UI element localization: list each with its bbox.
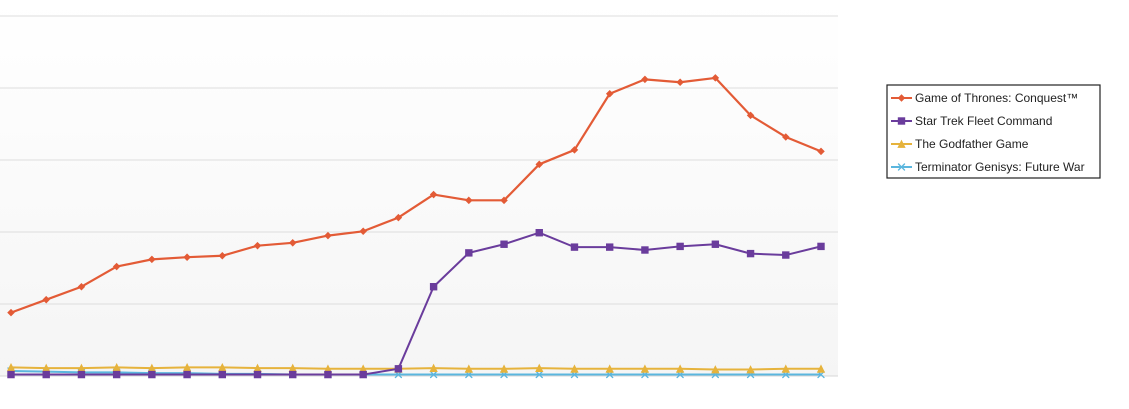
data-point-star-trek-fleet-command-24: [817, 242, 825, 251]
data-point-the-godfather-game-4: [112, 362, 121, 372]
data-point-star-trek-fleet-command-6: [183, 370, 191, 379]
data-point-game-of-thrones-conquest-20: [676, 78, 684, 87]
data-point-the-godfather-game-15: [499, 364, 509, 373]
legend-label-terminator: Terminator Genisys: Future War: [915, 160, 1085, 174]
data-point-star-trek-fleet-command-16: [535, 229, 543, 237]
data-point-game-of-thrones-conquest-23: [782, 133, 790, 141]
data-point-game-of-thrones-conquest-7: [218, 251, 227, 260]
data-point-game-of-thrones-conquest-18: [605, 89, 614, 98]
data-point-game-of-thrones-conquest-13: [429, 190, 438, 199]
data-point-game-of-thrones-conquest-24: [817, 147, 825, 156]
data-point-star-trek-fleet-command-23: [782, 251, 790, 259]
data-point-star-trek-fleet-command-11: [359, 370, 367, 379]
data-point-star-trek-fleet-command-1: [7, 370, 15, 379]
data-point-game-of-thrones-conquest-11: [359, 227, 367, 236]
data-point-game-of-thrones-conquest-3: [77, 282, 86, 291]
data-point-star-trek-fleet-command-15: [500, 240, 508, 248]
data-point-the-godfather-game-24: [816, 364, 826, 373]
legend-label-game-of-thrones: Game of Thrones: Conquest™: [915, 91, 1078, 105]
data-point-the-godfather-game-16: [535, 363, 544, 372]
data-point-the-godfather-game-19: [640, 364, 650, 373]
data-point-game-of-thrones-conquest-17: [570, 146, 579, 154]
series-star-trek-fleet-command: [7, 229, 825, 379]
data-point-terminator-genisys-future-war-13: [429, 370, 438, 379]
data-point-star-trek-fleet-command-14: [465, 249, 473, 257]
data-point-the-godfather-game-22: [746, 365, 755, 374]
data-point-star-trek-fleet-command-2: [42, 370, 50, 379]
data-point-star-trek-fleet-command-19: [641, 246, 649, 254]
data-point-the-godfather-game-17: [570, 364, 579, 373]
series-group: [6, 74, 826, 379]
data-point-star-trek-fleet-command-8: [253, 370, 262, 379]
legend-label-godfather: The Godfather Game: [915, 137, 1029, 151]
legend-marker-the-godfather-game: [897, 139, 906, 148]
data-point-star-trek-fleet-command-17: [570, 243, 579, 251]
legend-marker-terminator-genisys-future-war: [897, 163, 906, 171]
plot-area-background: [0, 0, 838, 376]
data-point-game-of-thrones-conquest-12: [394, 213, 403, 222]
series-line-game-of-thrones-conquest: [9, 76, 823, 314]
legend-item-game-of-thrones: Game of Thrones: Conquest™: [891, 91, 1078, 105]
data-point-game-of-thrones-conquest-22: [746, 111, 755, 120]
data-point-game-of-thrones-conquest-5: [148, 255, 156, 264]
data-point-terminator-genisys-future-war-16: [535, 370, 543, 379]
data-point-the-godfather-game-1: [6, 362, 16, 372]
data-point-star-trek-fleet-command-18: [605, 243, 614, 251]
data-point-the-godfather-game-20: [675, 364, 685, 373]
legend-item-terminator: Terminator Genisys: Future War: [891, 160, 1085, 174]
data-point-star-trek-fleet-command-21: [711, 240, 720, 248]
data-point-game-of-thrones-conquest-2: [42, 295, 50, 304]
data-point-star-trek-fleet-command-9: [289, 370, 297, 379]
data-point-game-of-thrones-conquest-9: [288, 239, 297, 247]
data-point-the-godfather-game-14: [464, 364, 473, 373]
data-point-game-of-thrones-conquest-16: [535, 160, 544, 169]
data-point-game-of-thrones-conquest-14: [465, 196, 473, 205]
series-game-of-thrones-conquest: [7, 74, 825, 317]
legend: Game of Thrones: Conquest™ Star Trek Fle…: [886, 84, 1101, 179]
data-point-game-of-thrones-conquest-8: [253, 241, 262, 250]
data-point-star-trek-fleet-command-12: [394, 365, 403, 373]
data-point-the-godfather-game-18: [605, 364, 614, 373]
series-line-star-trek-fleet-command: [10, 231, 822, 376]
data-point-game-of-thrones-conquest-19: [641, 75, 649, 84]
legend-frame: [886, 84, 1101, 179]
series-line-terminator-genisys-future-war: [10, 369, 822, 376]
data-point-the-godfather-game-13: [429, 363, 438, 372]
data-point-star-trek-fleet-command-20: [676, 242, 684, 251]
data-point-the-godfather-game-23: [781, 364, 790, 373]
data-point-star-trek-fleet-command-5: [148, 370, 156, 379]
data-point-the-godfather-game-6: [182, 362, 192, 372]
legend-item-star-trek: Star Trek Fleet Command: [891, 114, 1052, 128]
legend-marker-star-trek-fleet-command: [897, 117, 906, 125]
data-point-star-trek-fleet-command-4: [112, 370, 121, 379]
data-point-star-trek-fleet-command-3: [77, 370, 86, 379]
series-line-the-godfather-game: [10, 366, 822, 371]
data-point-game-of-thrones-conquest-21: [711, 74, 720, 82]
data-point-game-of-thrones-conquest-1: [7, 308, 15, 317]
data-point-the-godfather-game-7: [218, 362, 227, 372]
legend-marker-game-of-thrones-conquest: [897, 94, 906, 102]
data-point-the-godfather-game-21: [711, 365, 720, 374]
data-point-star-trek-fleet-command-22: [746, 249, 755, 258]
legend-label-star-trek: Star Trek Fleet Command: [915, 114, 1052, 128]
data-point-game-of-thrones-conquest-10: [324, 231, 332, 240]
data-point-star-trek-fleet-command-7: [218, 370, 227, 379]
data-point-game-of-thrones-conquest-4: [112, 262, 121, 271]
data-point-game-of-thrones-conquest-15: [500, 196, 508, 205]
data-point-star-trek-fleet-command-13: [429, 283, 438, 291]
data-point-star-trek-fleet-command-10: [324, 370, 332, 379]
data-point-game-of-thrones-conquest-6: [183, 253, 191, 261]
